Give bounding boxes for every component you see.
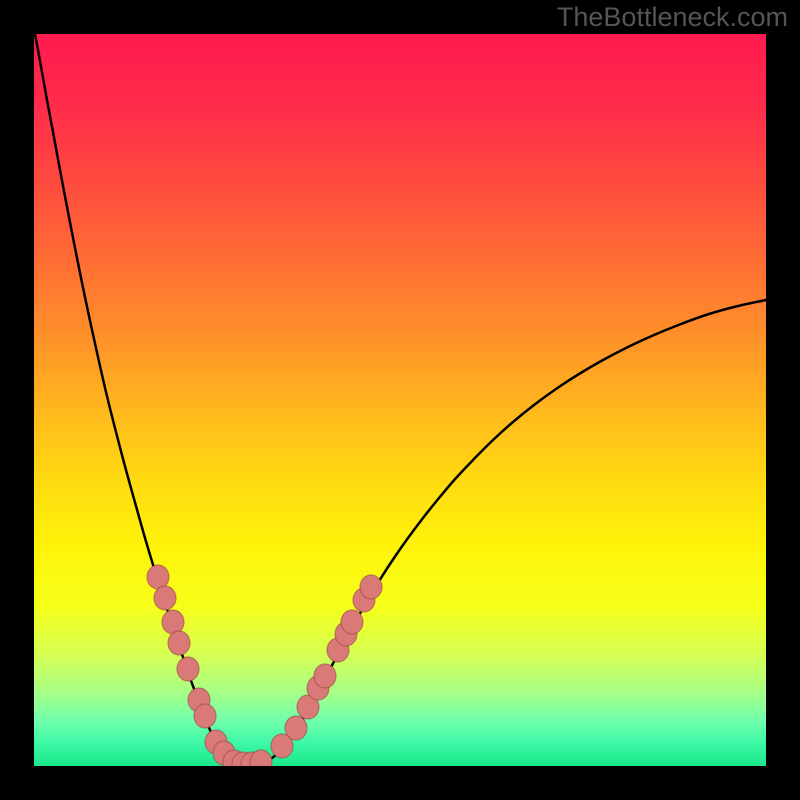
bead (162, 610, 184, 634)
chart-svg (0, 0, 800, 800)
bead (360, 575, 382, 599)
bead (194, 704, 216, 728)
bead (168, 631, 190, 655)
watermark-text: TheBottleneck.com (557, 2, 788, 33)
plot-background (34, 34, 766, 766)
bead (154, 586, 176, 610)
bead (314, 664, 336, 688)
bead (285, 716, 307, 740)
bead (147, 565, 169, 589)
bead (341, 610, 363, 634)
chart-container: TheBottleneck.com (0, 0, 800, 800)
bead (177, 657, 199, 681)
